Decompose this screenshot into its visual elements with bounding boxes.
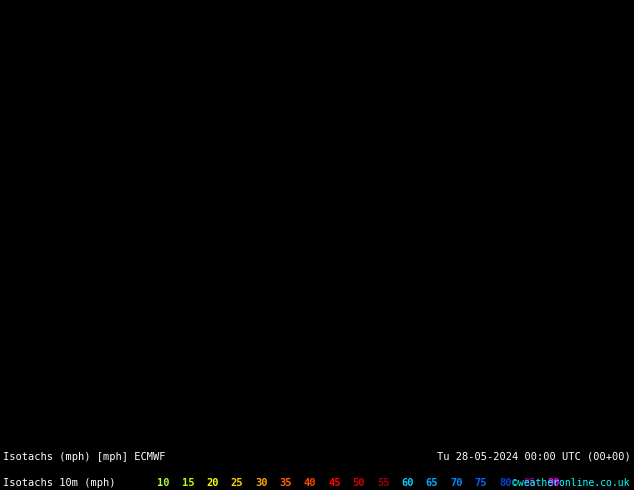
- Text: 60: 60: [401, 478, 414, 488]
- Text: 25: 25: [231, 478, 243, 488]
- Text: 10: 10: [157, 478, 170, 488]
- Text: 35: 35: [279, 478, 292, 488]
- Text: 30: 30: [255, 478, 268, 488]
- Text: 55: 55: [377, 478, 389, 488]
- Text: 65: 65: [426, 478, 438, 488]
- Text: Isotachs (mph) [mph] ECMWF: Isotachs (mph) [mph] ECMWF: [3, 452, 165, 462]
- Text: 45: 45: [328, 478, 340, 488]
- Text: Isotachs 10m (mph): Isotachs 10m (mph): [3, 478, 115, 488]
- Text: 80: 80: [499, 478, 512, 488]
- Text: 15: 15: [181, 478, 194, 488]
- Text: 75: 75: [474, 478, 487, 488]
- Text: 50: 50: [353, 478, 365, 488]
- Text: 40: 40: [304, 478, 316, 488]
- Text: Tu 28-05-2024 00:00 UTC (00+00): Tu 28-05-2024 00:00 UTC (00+00): [437, 452, 631, 462]
- Text: ©weatheronline.co.uk: ©weatheronline.co.uk: [512, 478, 630, 488]
- Text: 70: 70: [450, 478, 463, 488]
- Text: 85: 85: [523, 478, 536, 488]
- Text: 20: 20: [206, 478, 219, 488]
- Text: 90: 90: [548, 478, 560, 488]
